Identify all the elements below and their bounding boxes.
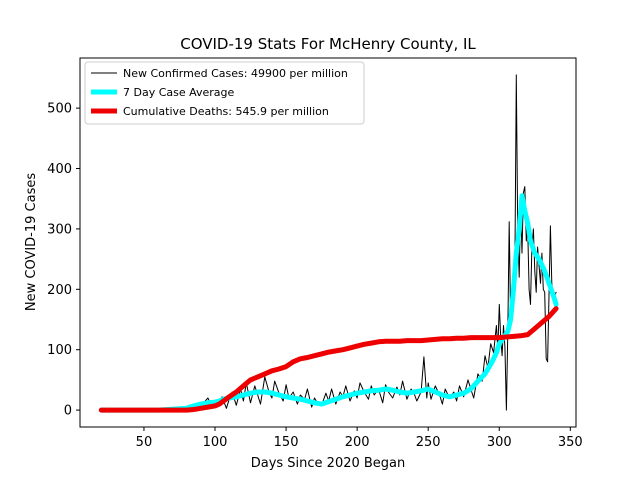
x-tick-label: 300: [487, 435, 512, 450]
x-axis-label: Days Since 2020 Began: [251, 456, 406, 471]
y-tick-label: 200: [47, 283, 72, 298]
y-tick-label: 300: [47, 222, 72, 237]
x-tick-label: 350: [558, 435, 583, 450]
x-tick-label: 50: [136, 435, 153, 450]
x-tick-label: 250: [416, 435, 441, 450]
x-tick-label: 150: [274, 435, 299, 450]
legend: New Confirmed Cases: 49900 per million 7…: [84, 61, 365, 125]
y-tick-label: 400: [47, 162, 72, 177]
x-axis: 50 100 150 200 250 300 350: [136, 427, 583, 450]
y-axis-label: New COVID-19 Cases: [24, 173, 39, 311]
x-tick-label: 100: [203, 435, 228, 450]
legend-label-cumulative-deaths: Cumulative Deaths: 545.9 per million: [123, 105, 329, 118]
legend-label-7day-average: 7 Day Case Average: [123, 86, 235, 99]
y-tick-label: 500: [47, 102, 72, 117]
x-tick-label: 200: [345, 435, 370, 450]
chart-title: COVID-19 Stats For McHenry County, IL: [180, 35, 476, 53]
legend-label-new-cases: New Confirmed Cases: 49900 per million: [123, 67, 348, 80]
y-axis: 0 100 200 300 400 500: [47, 102, 80, 419]
legend-box: [84, 61, 365, 125]
plot-frame: [79, 57, 577, 428]
series-7day-average: [98, 193, 559, 413]
y-tick-label: 0: [64, 404, 72, 419]
series-cumulative-deaths: [98, 306, 559, 413]
y-tick-label: 100: [47, 343, 72, 358]
